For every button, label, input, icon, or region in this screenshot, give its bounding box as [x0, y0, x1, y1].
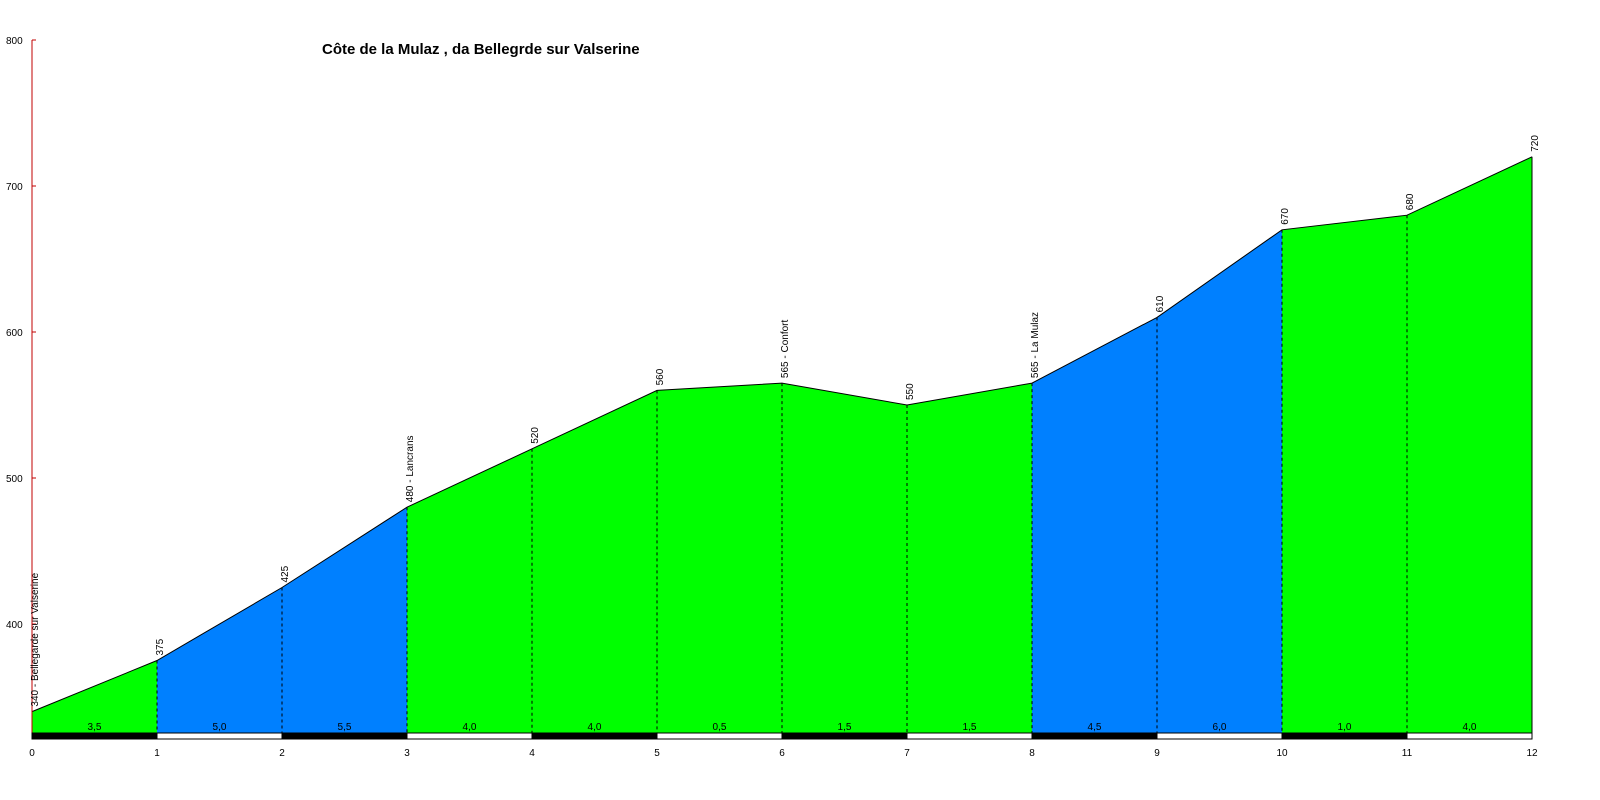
- segment-fill: [657, 383, 782, 733]
- gradient-label: 1,0: [1338, 722, 1352, 733]
- segment-fill: [532, 390, 657, 733]
- x-tick-label: 1: [154, 748, 160, 759]
- y-tick-label: 500: [6, 474, 23, 485]
- km-bar-segment: [906, 732, 1033, 740]
- gradient-label: 0,5: [713, 722, 727, 733]
- y-tick-label: 600: [6, 328, 23, 339]
- segment-fill: [782, 383, 907, 733]
- x-tick-label: 8: [1029, 748, 1035, 759]
- km-bar-segment: [31, 732, 158, 740]
- x-tick-label: 6: [779, 748, 785, 759]
- chart-title: Côte de la Mulaz , da Bellegrde sur Vals…: [322, 41, 640, 58]
- gradient-label: 3,5: [88, 722, 102, 733]
- gradient-label: 5,0: [213, 722, 227, 733]
- gradient-label: 1,5: [963, 722, 977, 733]
- gradient-label: 6,0: [1213, 722, 1227, 733]
- profile-line: [31, 156, 1533, 713]
- segment-fill: [282, 507, 407, 733]
- segment-fills: [32, 156, 1532, 734]
- x-tick-label: 9: [1154, 748, 1160, 759]
- point-label: 610: [1155, 295, 1166, 312]
- km-bar-segment: [531, 732, 658, 740]
- x-tick-label: 4: [529, 748, 535, 759]
- y-tick-label: 800: [6, 36, 23, 47]
- km-bar-segment: [656, 732, 783, 740]
- point-label: 550: [905, 383, 916, 400]
- km-bar-segment: [1281, 732, 1408, 740]
- point-label: 340 - Bellegarde sur Valserine: [30, 572, 41, 706]
- x-tick-label: 12: [1526, 748, 1538, 759]
- point-labels: 340 - Bellegarde sur Valserine 375 425 480 …: [30, 135, 1541, 707]
- x-axis: 0 1 2 3 4 5 6 7 8 9 10 11 12: [29, 748, 1538, 759]
- point-label: 560: [655, 368, 666, 385]
- point-label: 565 - Confort: [780, 320, 791, 379]
- x-tick-label: 11: [1402, 748, 1413, 759]
- km-bar-segment: [781, 732, 908, 740]
- point-label: 670: [1280, 208, 1291, 225]
- x-tick-label: 0: [29, 748, 35, 759]
- x-tick-label: 10: [1276, 748, 1288, 759]
- x-tick-label: 5: [654, 748, 660, 759]
- point-label: 720: [1530, 135, 1541, 152]
- y-tick-label: 400: [6, 620, 23, 631]
- segment-fill: [1282, 215, 1407, 733]
- gradient-label: 4,0: [588, 722, 602, 733]
- point-label: 425: [280, 565, 291, 582]
- x-tick-label: 3: [404, 748, 410, 759]
- gradient-label: 4,5: [1088, 722, 1102, 733]
- point-label: 565 - La Mulaz: [1030, 312, 1041, 378]
- gradient-labels: 3,5 5,0 5,5 4,0 4,0 0,5 1,5 1,5 4,5 6,0 1,0 4,0: [88, 722, 1477, 733]
- km-bar-segment: [1031, 732, 1158, 740]
- point-label: 680: [1405, 193, 1416, 210]
- segment-fill: [1032, 317, 1157, 733]
- y-tick-label: 700: [6, 182, 23, 193]
- gradient-label: 4,0: [1463, 722, 1477, 733]
- km-bar: [31, 732, 1533, 740]
- point-label: 520: [530, 427, 541, 444]
- gradient-label: 1,5: [838, 722, 852, 733]
- km-bar-segment: [281, 732, 408, 740]
- y-axis: 400 500 600 700 800: [6, 36, 36, 739]
- x-tick-label: 7: [904, 748, 910, 759]
- gradient-label: 4,0: [463, 722, 477, 733]
- x-tick-label: 2: [279, 748, 285, 759]
- km-dividers: [156, 156, 1533, 733]
- km-bar-segment: [156, 732, 283, 740]
- gradient-label: 5,5: [338, 722, 352, 733]
- segment-fill: [407, 448, 532, 733]
- segment-fill: [32, 660, 157, 733]
- segment-fill: [1157, 229, 1282, 734]
- km-bar-segment: [1406, 732, 1533, 740]
- point-label: 480 - Lancrans: [405, 435, 416, 502]
- km-bar-segment: [1156, 732, 1283, 740]
- point-label: 375: [155, 638, 166, 655]
- km-bar-segment: [406, 732, 533, 740]
- segment-fill: [1407, 156, 1532, 734]
- segment-fill: [907, 383, 1032, 733]
- segment-fill: [157, 587, 282, 733]
